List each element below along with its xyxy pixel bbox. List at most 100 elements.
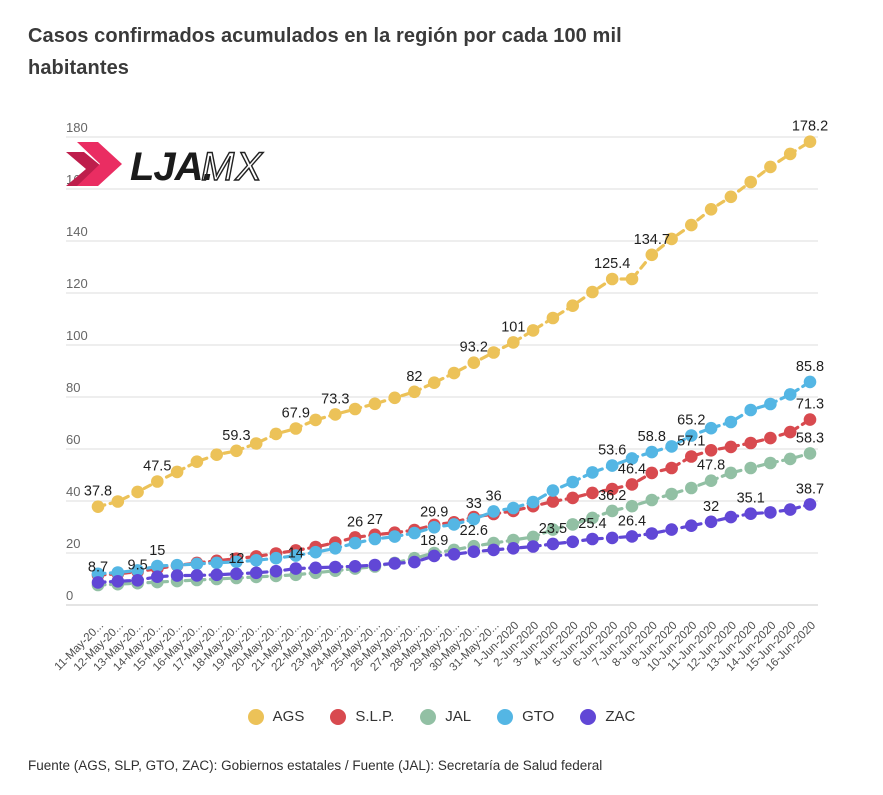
data-point-GTO-11-Jun-2020[interactable] [704,421,718,435]
data-point-S.L.P.-12-Jun-2020[interactable] [724,440,738,454]
data-point-AGS-8-Jun-2020[interactable] [645,248,659,262]
data-point-ZAC-17-May-20...[interactable] [210,568,223,582]
data-point-GTO-14-Jun-2020[interactable] [764,397,777,411]
data-point-AGS-26-May-20...[interactable] [388,391,402,405]
data-point-ZAC-10-Jun-2020[interactable] [685,519,698,532]
data-point-AGS-19-May-20...[interactable] [249,437,263,450]
data-point-ZAC-16-May-20...[interactable] [190,569,204,582]
data-point-GTO-22-May-20...[interactable] [309,545,322,559]
data-point-AGS-24-May-20...[interactable] [348,402,362,416]
data-point-AGS-30-May-20...[interactable] [467,356,481,370]
data-point-ZAC-9-Jun-2020[interactable] [665,523,678,536]
data-point-GTO-5-Jun-2020[interactable] [586,466,599,479]
data-point-S.L.P.-16-Jun-2020[interactable] [803,413,817,426]
data-point-GTO-17-May-20...[interactable] [210,556,223,570]
data-point-AGS-18-May-20...[interactable] [230,444,243,458]
data-point-JAL-15-Jun-2020[interactable] [783,452,797,466]
data-point-AGS-23-May-20...[interactable] [329,408,342,421]
data-point-GTO-13-Jun-2020[interactable] [744,403,757,417]
data-point-AGS-13-Jun-2020[interactable] [744,175,757,189]
data-point-JAL-11-Jun-2020[interactable] [704,474,718,488]
data-point-ZAC-19-May-20...[interactable] [249,566,263,580]
data-point-JAL-8-Jun-2020[interactable] [645,493,659,507]
data-point-GTO-16-Jun-2020[interactable] [803,375,817,389]
data-point-AGS-2-Jun-2020[interactable] [526,324,540,337]
data-point-GTO-15-May-20...[interactable] [170,558,184,572]
data-point-ZAC-1-Jun-2020[interactable] [507,542,520,555]
data-point-S.L.P.-8-Jun-2020[interactable] [645,466,659,480]
data-point-ZAC-23-May-20...[interactable] [329,560,342,574]
data-point-ZAC-31-May-20...[interactable] [487,543,500,557]
data-point-ZAC-8-Jun-2020[interactable] [645,527,659,540]
data-point-AGS-11-May-20...[interactable] [91,500,105,513]
data-point-ZAC-18-May-20...[interactable] [230,567,243,581]
data-point-ZAC-6-Jun-2020[interactable] [605,531,619,545]
data-point-ZAC-30-May-20...[interactable] [467,545,481,558]
data-point-ZAC-13-Jun-2020[interactable] [744,507,757,520]
data-point-AGS-15-May-20...[interactable] [170,465,184,479]
data-point-ZAC-25-May-20...[interactable] [368,558,382,572]
data-point-ZAC-5-Jun-2020[interactable] [586,532,599,546]
data-point-JAL-3-Jun-2020[interactable] [546,523,560,536]
data-point-AGS-1-Jun-2020[interactable] [507,336,520,349]
data-point-GTO-20-May-20...[interactable] [269,551,283,565]
data-point-AGS-11-Jun-2020[interactable] [704,203,718,216]
data-point-GTO-25-May-20...[interactable] [368,532,382,546]
data-point-JAL-5-Jun-2020[interactable] [586,511,599,525]
data-point-GTO-29-May-20...[interactable] [447,518,461,531]
data-point-GTO-18-May-20...[interactable] [230,555,243,569]
data-point-GTO-9-Jun-2020[interactable] [665,440,678,453]
data-point-GTO-14-May-20...[interactable] [151,559,164,573]
data-point-ZAC-27-May-20...[interactable] [408,555,421,569]
data-point-AGS-13-May-20...[interactable] [131,485,144,499]
data-point-ZAC-16-Jun-2020[interactable] [803,498,817,511]
data-point-ZAC-24-May-20...[interactable] [348,560,362,573]
data-point-ZAC-26-May-20...[interactable] [388,557,402,570]
data-point-ZAC-28-May-20...[interactable] [427,549,441,563]
data-point-AGS-12-Jun-2020[interactable] [724,190,738,204]
data-point-JAL-10-Jun-2020[interactable] [685,481,698,495]
data-point-GTO-12-May-20...[interactable] [111,566,125,579]
data-point-ZAC-11-Jun-2020[interactable] [704,515,718,529]
data-point-ZAC-15-May-20...[interactable] [170,569,184,582]
data-point-AGS-10-Jun-2020[interactable] [685,218,698,232]
data-point-AGS-5-Jun-2020[interactable] [586,285,599,299]
data-point-GTO-3-Jun-2020[interactable] [546,484,560,497]
data-point-AGS-15-Jun-2020[interactable] [783,147,797,161]
data-point-AGS-9-Jun-2020[interactable] [665,232,678,246]
data-point-ZAC-13-May-20...[interactable] [131,574,144,587]
data-point-AGS-25-May-20...[interactable] [368,397,382,411]
data-point-S.L.P.-13-Jun-2020[interactable] [744,436,757,450]
data-point-GTO-28-May-20...[interactable] [427,521,441,534]
data-point-GTO-4-Jun-2020[interactable] [566,475,579,489]
data-point-JAL-2-Jun-2020[interactable] [526,530,540,544]
data-point-AGS-31-May-20...[interactable] [487,346,500,359]
data-point-GTO-10-Jun-2020[interactable] [685,429,698,442]
data-point-JAL-6-Jun-2020[interactable] [605,504,619,518]
data-point-AGS-4-Jun-2020[interactable] [566,299,579,313]
data-point-GTO-19-May-20...[interactable] [249,554,263,567]
data-point-ZAC-14-Jun-2020[interactable] [764,506,777,519]
data-point-JAL-4-Jun-2020[interactable] [566,518,579,531]
data-point-GTO-23-May-20...[interactable] [329,542,342,555]
data-point-AGS-21-May-20...[interactable] [289,422,303,435]
data-point-AGS-22-May-20...[interactable] [309,413,322,427]
data-point-JAL-7-Jun-2020[interactable] [625,499,639,513]
data-point-JAL-9-Jun-2020[interactable] [665,487,678,501]
data-point-AGS-16-May-20...[interactable] [190,455,204,469]
data-point-AGS-16-Jun-2020[interactable] [803,135,817,148]
data-point-S.L.P.-7-Jun-2020[interactable] [625,478,639,491]
data-point-AGS-17-May-20...[interactable] [210,448,223,462]
data-point-ZAC-7-Jun-2020[interactable] [625,530,639,543]
data-point-AGS-6-Jun-2020[interactable] [605,272,619,286]
data-point-AGS-7-Jun-2020[interactable] [625,272,639,286]
data-point-ZAC-11-May-20...[interactable] [91,576,105,589]
data-point-ZAC-2-Jun-2020[interactable] [526,540,540,553]
data-point-S.L.P.-6-Jun-2020[interactable] [605,482,619,496]
data-point-GTO-13-May-20...[interactable] [131,564,144,577]
data-point-AGS-12-May-20...[interactable] [111,495,125,508]
data-point-ZAC-21-May-20...[interactable] [289,562,303,575]
data-point-S.L.P.-10-Jun-2020[interactable] [685,450,698,463]
data-point-ZAC-3-Jun-2020[interactable] [546,537,560,551]
data-point-GTO-12-Jun-2020[interactable] [724,415,738,429]
